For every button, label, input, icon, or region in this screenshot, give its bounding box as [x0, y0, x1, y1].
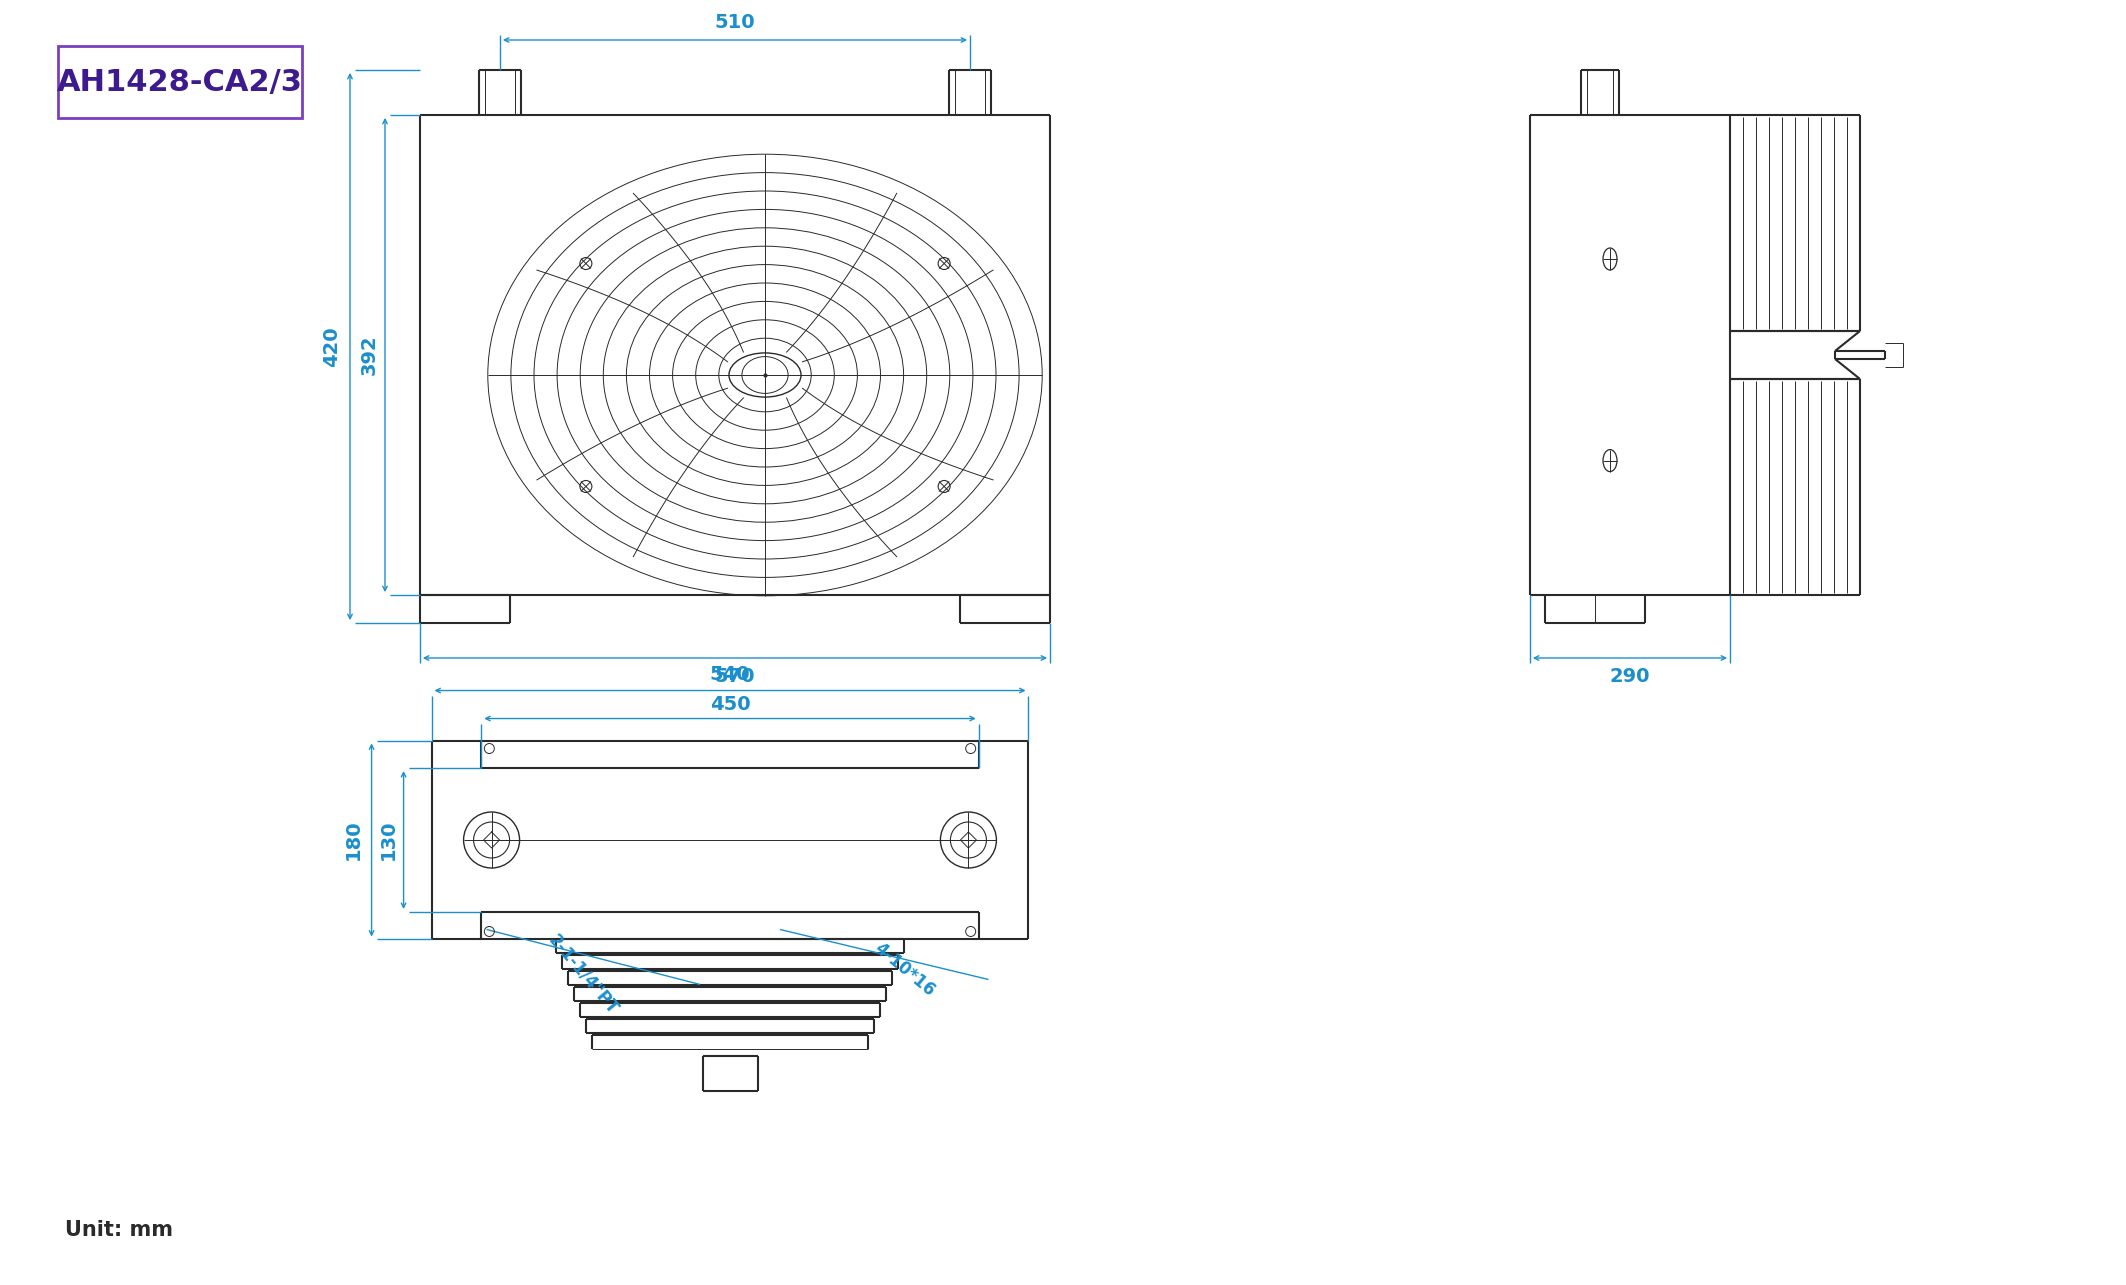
Text: 180: 180 — [344, 820, 364, 861]
Text: AH1428-CA2/3: AH1428-CA2/3 — [57, 68, 302, 96]
Text: Unit: mm: Unit: mm — [66, 1219, 172, 1240]
Text: 2-1-1/4"PT: 2-1-1/4"PT — [544, 932, 621, 1019]
Text: 420: 420 — [323, 326, 342, 366]
Text: 392: 392 — [359, 334, 378, 375]
Text: 290: 290 — [1609, 667, 1650, 685]
Text: 540: 540 — [710, 666, 750, 684]
Text: 4-10*16: 4-10*16 — [870, 939, 938, 1000]
Text: 130: 130 — [378, 820, 398, 860]
Text: 510: 510 — [714, 13, 755, 32]
FancyBboxPatch shape — [57, 46, 302, 118]
Text: 450: 450 — [710, 695, 750, 714]
Text: 570: 570 — [714, 667, 755, 685]
